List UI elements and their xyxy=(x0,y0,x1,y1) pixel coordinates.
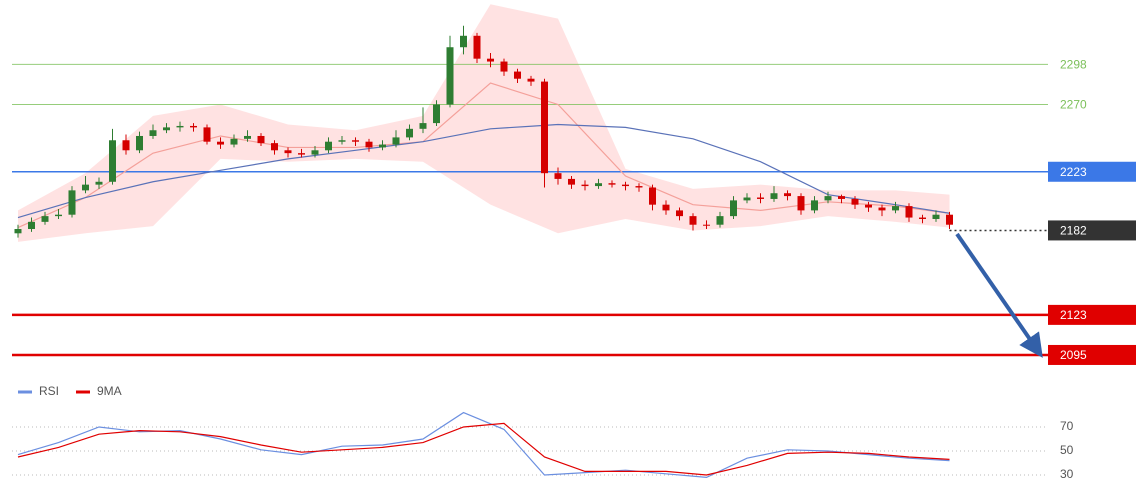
candle-body xyxy=(136,135,143,151)
candle-body xyxy=(257,135,265,144)
candle-body xyxy=(635,186,643,188)
candle-body xyxy=(271,143,278,151)
y-tick-label: 30 xyxy=(1060,467,1074,481)
candle-body xyxy=(541,81,548,174)
candle-body xyxy=(406,128,413,138)
candle-body xyxy=(176,125,184,128)
candle-body xyxy=(163,127,170,131)
candle-body xyxy=(878,207,886,211)
candle-body xyxy=(379,144,386,148)
level-label-box xyxy=(1048,304,1136,325)
y-tick-label: 50 xyxy=(1060,443,1074,457)
candle-body xyxy=(487,58,494,62)
candle-body xyxy=(946,214,953,225)
candle-body xyxy=(473,35,481,59)
candle-body xyxy=(338,140,346,142)
candle-body xyxy=(28,221,35,230)
candle-body xyxy=(460,35,467,48)
rsi-line xyxy=(17,422,950,476)
level-label: 2123 xyxy=(1060,308,1087,322)
level-label: 2182 xyxy=(1060,224,1087,238)
legend-label: 9MA xyxy=(97,384,122,398)
candle-body xyxy=(109,140,116,182)
candle-body xyxy=(41,216,49,222)
candle-body xyxy=(757,197,764,199)
projection-arrow xyxy=(955,232,1043,358)
candle-body xyxy=(527,78,535,82)
level-label-box xyxy=(1048,161,1136,182)
rsi-line xyxy=(17,411,950,479)
candle-body xyxy=(662,204,670,211)
candle-body xyxy=(932,214,940,219)
candle-body xyxy=(716,216,724,225)
candle-body xyxy=(365,141,373,148)
candle-body xyxy=(770,193,778,199)
candle-body xyxy=(122,140,130,151)
candle-body xyxy=(676,210,683,217)
level-label: 2270 xyxy=(1060,98,1087,112)
candle-body xyxy=(554,173,562,179)
candle-body xyxy=(298,153,305,155)
y-tick-label: 70 xyxy=(1060,419,1074,433)
moving-average xyxy=(17,123,950,219)
candle-body xyxy=(82,184,89,191)
rsi-panel: 30 50 70 RSI 9MA xyxy=(12,384,1074,481)
candle-body xyxy=(730,200,737,217)
candle-body xyxy=(865,204,872,208)
candle-body xyxy=(190,125,197,128)
candle-body xyxy=(581,184,589,187)
candle-body xyxy=(203,127,211,142)
candle-body xyxy=(446,47,454,105)
candle-body xyxy=(784,193,791,197)
candle-body xyxy=(311,150,319,155)
candle-body xyxy=(325,141,332,151)
level-label-box xyxy=(1048,344,1136,365)
candle-body xyxy=(892,206,899,211)
candle-body xyxy=(595,183,602,187)
candle-body xyxy=(217,141,224,145)
candle-body xyxy=(68,190,76,215)
price-panel: 2298 2270 2223 2182 2123 2095 xyxy=(12,4,1136,365)
candle-body xyxy=(838,196,845,199)
level-label: 2298 xyxy=(1060,58,1087,72)
candle-body xyxy=(500,61,508,72)
candle-body xyxy=(568,178,575,185)
legend-label: RSI xyxy=(39,384,59,398)
candle-body xyxy=(55,214,62,217)
candle-body xyxy=(797,196,805,211)
candle-body xyxy=(433,104,440,124)
candle-body xyxy=(919,217,926,219)
level-label: 2095 xyxy=(1060,348,1087,362)
candle-body xyxy=(244,135,251,139)
candle-body xyxy=(649,187,656,205)
candle-body xyxy=(811,200,818,211)
candle-body xyxy=(95,181,103,185)
candle-body xyxy=(419,123,427,129)
candle-body xyxy=(851,198,859,205)
candle-body xyxy=(608,183,616,185)
candle-body xyxy=(622,184,629,187)
level-label: 2223 xyxy=(1060,165,1087,179)
candle-body xyxy=(352,140,359,142)
candle-body xyxy=(689,216,697,225)
candle-body xyxy=(14,229,22,234)
candle-body xyxy=(824,196,832,201)
level-label-box xyxy=(1048,220,1136,241)
candle-body xyxy=(284,150,292,154)
candle-body xyxy=(392,137,400,145)
candle-body xyxy=(230,138,238,145)
candle-body xyxy=(514,71,521,79)
candle-body xyxy=(703,224,710,226)
moving-average xyxy=(17,82,950,229)
candle-body xyxy=(905,206,913,218)
candle-body xyxy=(743,197,751,201)
candle-body xyxy=(149,130,157,136)
bollinger-band xyxy=(18,4,950,242)
